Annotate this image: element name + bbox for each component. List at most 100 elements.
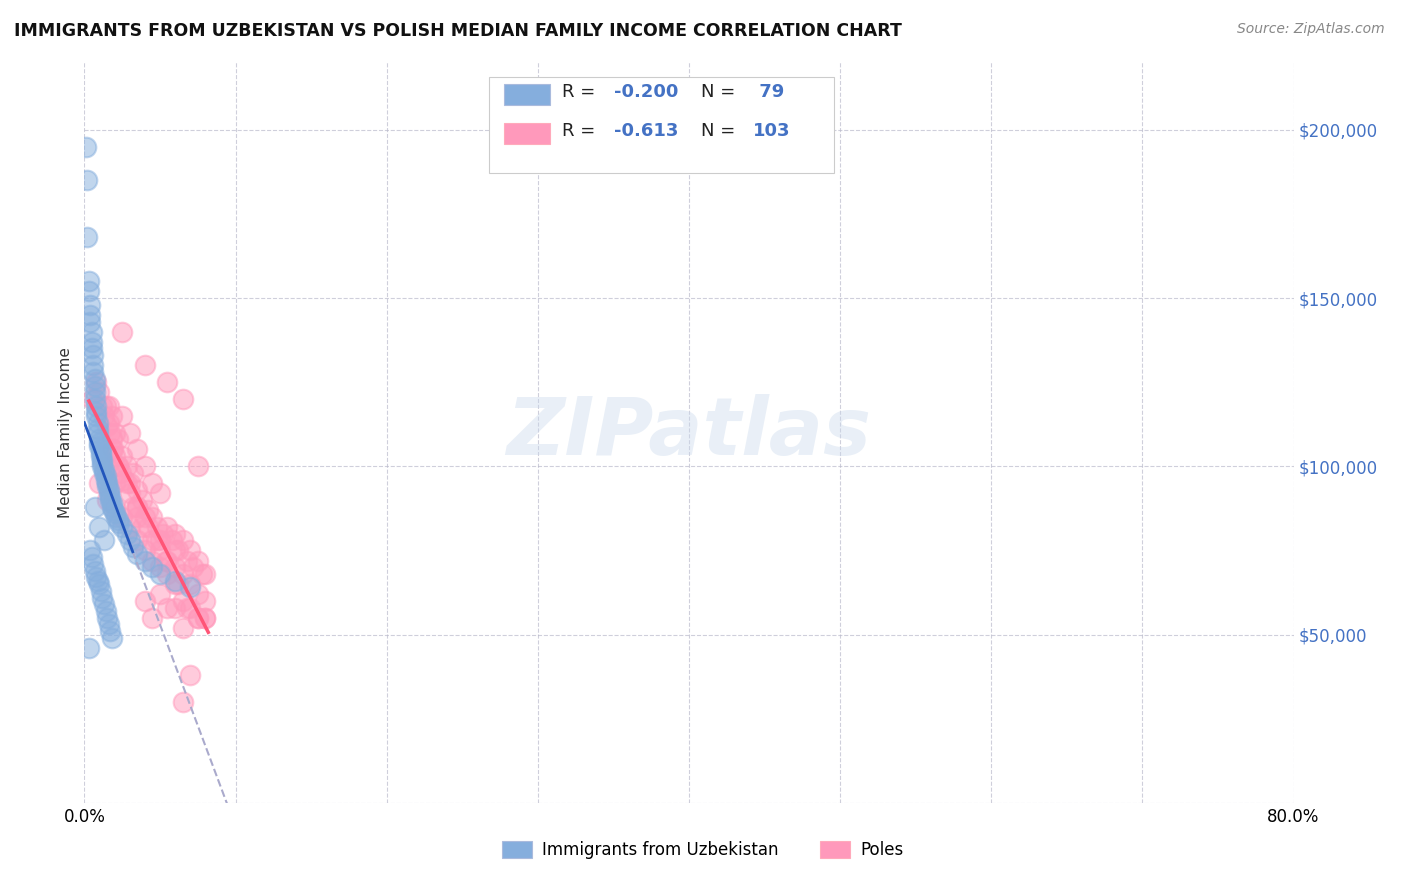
Point (160, 533, 183, 548)
Point (136, 503, 159, 517)
Point (96, 610, 118, 624)
Point (108, 516, 131, 531)
Point (84, 378, 107, 392)
Point (111, 520, 134, 534)
Point (172, 533, 194, 548)
Point (121, 466, 143, 480)
Point (156, 375, 179, 389)
Point (179, 668, 201, 682)
Point (191, 566, 214, 581)
Point (76, 230, 98, 244)
Point (156, 566, 179, 581)
Point (104, 507, 127, 521)
Point (118, 476, 141, 491)
FancyBboxPatch shape (503, 123, 550, 144)
Point (118, 486, 141, 500)
Point (107, 459, 129, 474)
Point (80, 342, 103, 356)
Point (100, 631, 122, 645)
Point (181, 560, 204, 574)
Point (89, 439, 111, 453)
Point (149, 486, 172, 500)
Point (87, 425, 110, 440)
Point (165, 600, 187, 615)
Point (121, 500, 143, 514)
Point (80, 392, 103, 406)
Point (149, 587, 172, 601)
Point (115, 459, 138, 474)
Point (94, 399, 117, 413)
Point (176, 600, 198, 615)
Point (156, 600, 179, 615)
Point (149, 543, 172, 558)
Point (87, 574, 110, 588)
Point (104, 449, 127, 463)
Point (104, 425, 127, 440)
Point (111, 409, 134, 423)
Point (172, 392, 194, 406)
Point (91, 591, 114, 605)
Point (84, 564, 107, 578)
Point (93, 597, 115, 611)
Point (84, 372, 107, 386)
Point (89, 435, 111, 450)
Point (105, 509, 128, 524)
Point (82, 348, 104, 362)
Text: N =: N = (702, 83, 741, 101)
Point (80, 325, 103, 339)
Point (91, 452, 114, 467)
Y-axis label: Median Family Income: Median Family Income (58, 347, 73, 518)
Point (141, 610, 163, 624)
Point (82, 359, 104, 373)
Point (100, 496, 122, 510)
Point (165, 526, 187, 541)
Point (118, 425, 141, 440)
Point (141, 509, 163, 524)
Point (167, 577, 190, 591)
Point (96, 476, 118, 491)
Point (131, 520, 153, 534)
Point (107, 433, 129, 447)
Point (98, 490, 121, 504)
Point (118, 520, 141, 534)
Point (165, 574, 187, 588)
Point (97, 399, 120, 413)
Point (91, 456, 114, 470)
Point (121, 540, 143, 554)
Point (94, 604, 117, 618)
Point (90, 442, 112, 457)
FancyBboxPatch shape (489, 78, 834, 173)
Point (187, 553, 209, 567)
Point (96, 492, 118, 507)
Point (93, 462, 115, 476)
Text: IMMIGRANTS FROM UZBEKISTAN VS POLISH MEDIAN FAMILY INCOME CORRELATION CHART: IMMIGRANTS FROM UZBEKISTAN VS POLISH MED… (14, 22, 901, 40)
Point (93, 409, 115, 423)
Point (104, 500, 127, 514)
Point (91, 399, 114, 413)
Point (115, 526, 138, 541)
Point (167, 543, 190, 558)
Point (93, 533, 115, 548)
Text: Source: ZipAtlas.com: Source: ZipAtlas.com (1237, 22, 1385, 37)
Point (90, 449, 112, 463)
Point (134, 543, 156, 558)
Point (141, 533, 163, 548)
Point (97, 416, 120, 430)
Point (89, 577, 111, 591)
Point (136, 520, 159, 534)
Point (172, 566, 194, 581)
Point (127, 547, 149, 561)
Point (134, 459, 156, 474)
Point (179, 577, 201, 591)
Point (86, 405, 108, 419)
Point (84, 385, 107, 400)
Point (194, 594, 217, 608)
Point (86, 409, 108, 423)
Point (98, 624, 121, 639)
Point (84, 392, 107, 406)
Point (98, 492, 121, 507)
Point (187, 459, 209, 474)
Point (100, 442, 122, 457)
Point (100, 500, 122, 514)
Point (93, 466, 115, 480)
